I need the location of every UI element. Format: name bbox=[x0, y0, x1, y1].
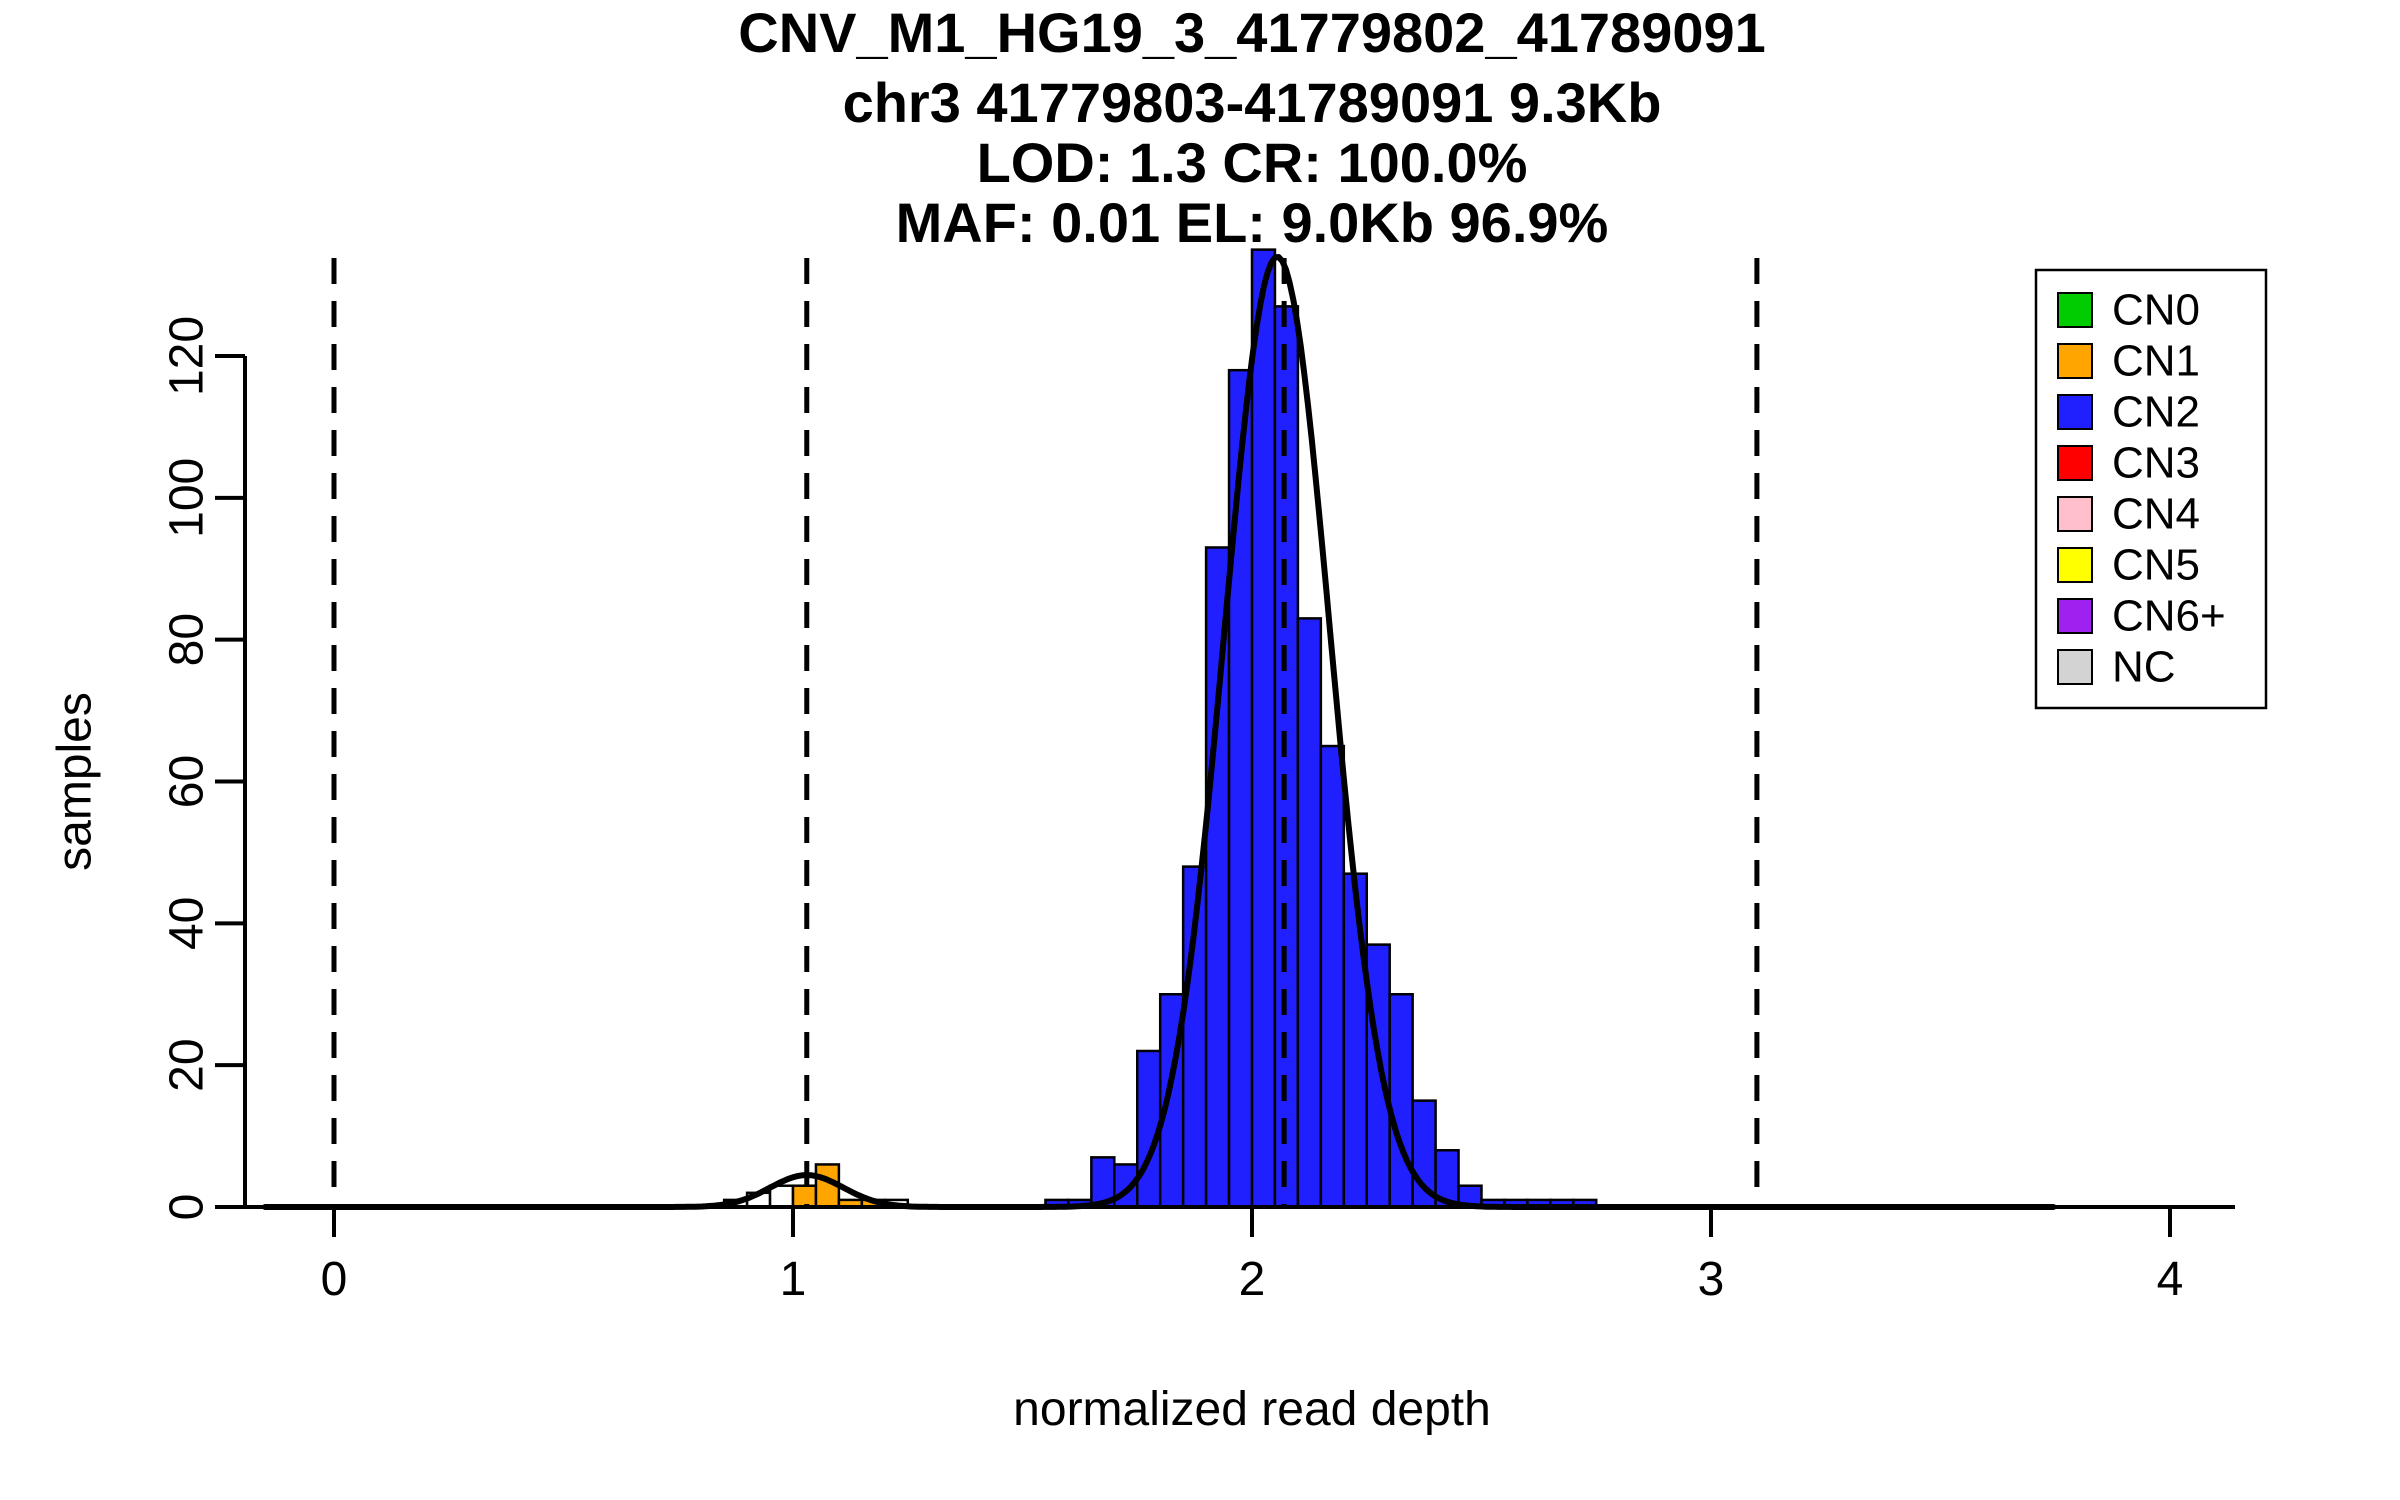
legend-swatch-cn3 bbox=[2057, 445, 2093, 481]
x-tick-label: 4 bbox=[2157, 1253, 2184, 1306]
x-tick-label: 2 bbox=[1239, 1253, 1266, 1306]
legend-swatch-cn1 bbox=[2057, 343, 2093, 379]
copy-number-reference-lines bbox=[331, 258, 1760, 1207]
legend-label: CN1 bbox=[2112, 337, 2200, 386]
x-tick-label: 0 bbox=[321, 1253, 348, 1306]
plot-title-line: CNV_M1_HG19_3_41779802_41789091 bbox=[738, 1, 1766, 64]
legend-label: CN0 bbox=[2112, 286, 2200, 335]
y-tick-label: 100 bbox=[161, 458, 214, 538]
legend-swatch-cn5 bbox=[2057, 547, 2093, 583]
y-tick-label: 40 bbox=[161, 897, 214, 950]
legend-label: NC bbox=[2112, 643, 2176, 692]
histogram-bar-cn2 bbox=[1342, 872, 1369, 1209]
y-axis: 0 20 40 60 80 100 120 samples bbox=[49, 316, 247, 1221]
histogram-bar-cn2 bbox=[1319, 744, 1346, 1209]
plot-title: CNV_M1_HG19_3_41779802_41789091 chr3 4177… bbox=[738, 1, 1766, 254]
x-axis-title: normalized read depth bbox=[1013, 1383, 1491, 1436]
y-tick-label: 20 bbox=[161, 1038, 214, 1091]
legend-label: CN4 bbox=[2112, 490, 2200, 539]
histogram-bar-cn2 bbox=[1296, 617, 1323, 1209]
legend-swatch-cn0 bbox=[2057, 292, 2093, 328]
x-axis: 0 1 2 3 4 normalized read depth bbox=[245, 1205, 2235, 1436]
y-axis-title: samples bbox=[49, 692, 102, 871]
legend-swatch-cn4 bbox=[2057, 496, 2093, 532]
y-tick-label: 60 bbox=[161, 755, 214, 808]
plot-title-line: chr3 41779803-41789091 9.3Kb bbox=[843, 71, 1662, 134]
legend-label: CN2 bbox=[2112, 388, 2200, 437]
plot-title-line: MAF: 0.01 EL: 9.0Kb 96.9% bbox=[896, 191, 1609, 254]
legend-swatch-nc bbox=[2057, 649, 2093, 685]
legend-label: CN6+ bbox=[2112, 592, 2226, 641]
legend-swatch-cn6plus bbox=[2057, 598, 2093, 634]
legend-swatch-cn2 bbox=[2057, 394, 2093, 430]
plot-title-line: LOD: 1.3 CR: 100.0% bbox=[977, 131, 1528, 194]
histogram-bars bbox=[722, 248, 1598, 1209]
x-tick-label: 1 bbox=[780, 1253, 807, 1306]
legend-label: CN5 bbox=[2112, 541, 2200, 590]
legend-label: CN3 bbox=[2112, 439, 2200, 488]
y-tick-label: 0 bbox=[161, 1194, 214, 1221]
y-tick-label: 80 bbox=[161, 613, 214, 666]
histogram-bar-cn2 bbox=[1388, 993, 1414, 1209]
y-tick-label: 120 bbox=[161, 316, 214, 396]
histogram-bar-cn1 bbox=[791, 1184, 818, 1209]
x-tick-label: 3 bbox=[1698, 1253, 1725, 1306]
histogram-bar-cn2 bbox=[1250, 248, 1277, 1209]
histogram-bar-cn2 bbox=[1227, 368, 1254, 1209]
